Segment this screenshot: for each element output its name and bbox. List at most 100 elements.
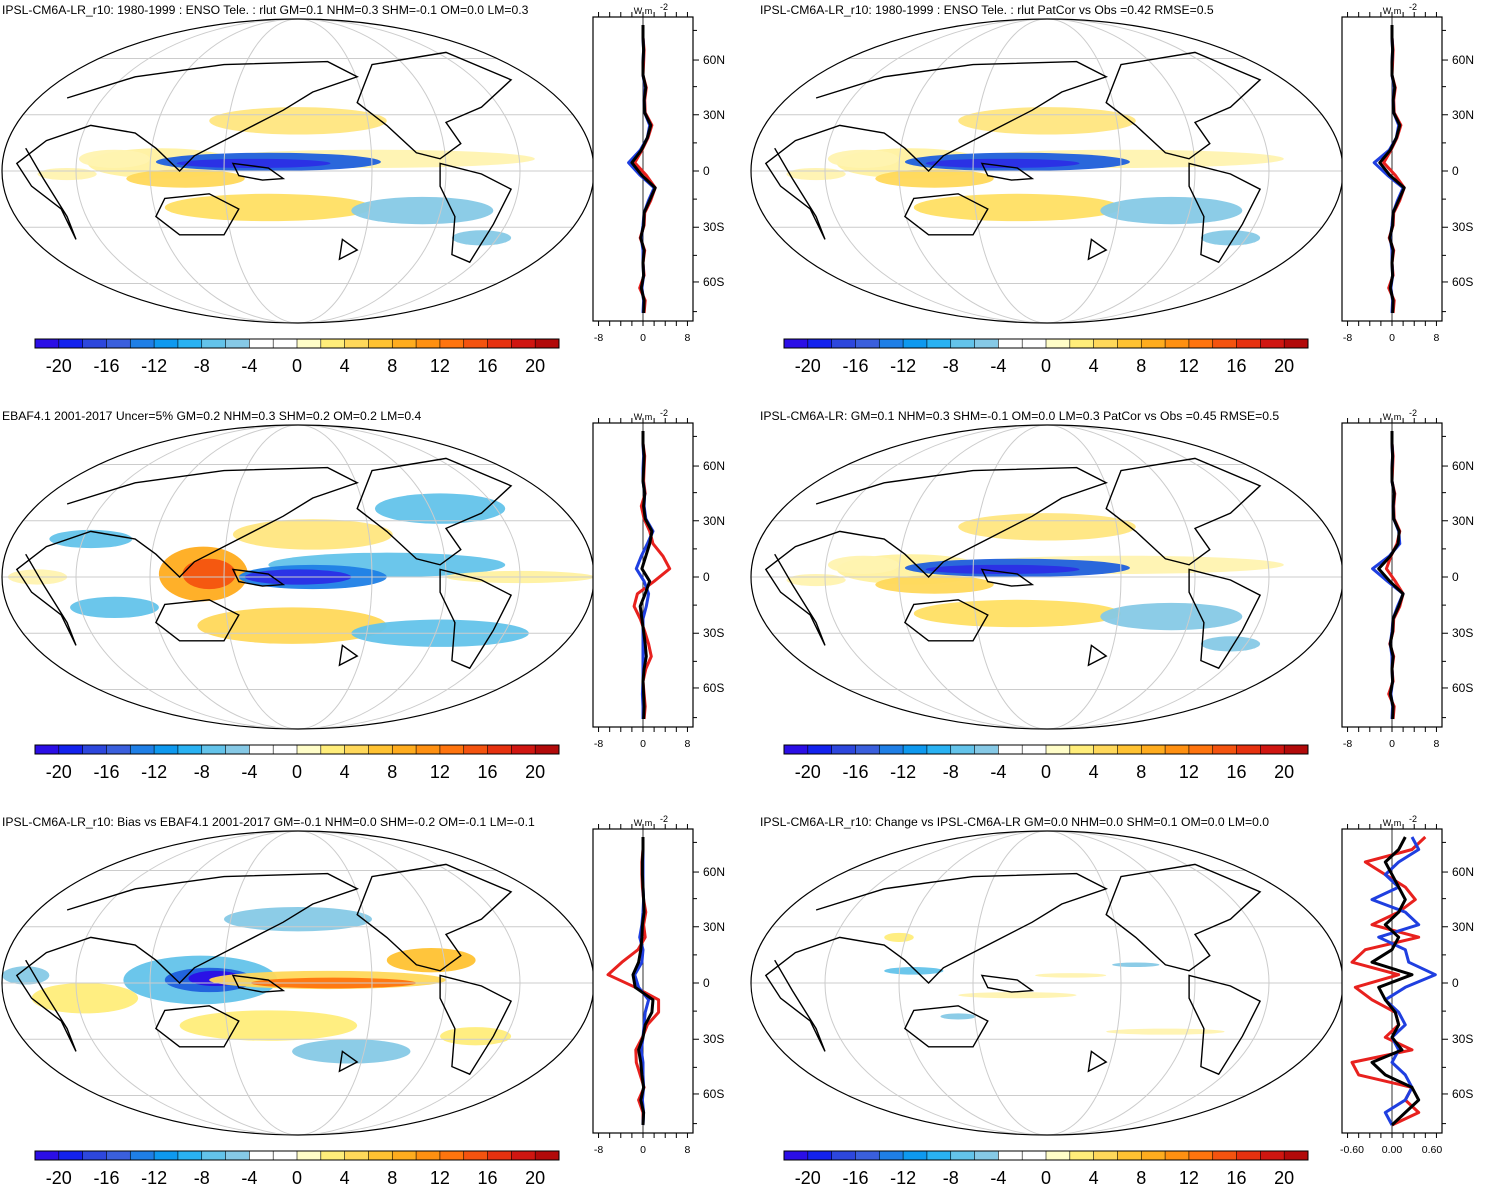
colorbar-swatch [974,339,999,348]
colorbar-label: 16 [1227,1168,1247,1186]
colorbar-label: 0 [1041,356,1051,376]
anomaly-blob [386,948,476,973]
anomaly-blob [31,983,139,1014]
colorbar-swatch [998,1151,1023,1160]
colorbar-swatch [297,1151,322,1160]
anomaly-blob [1035,973,1107,978]
colorbar-swatch [1117,339,1142,348]
colorbar-label: -4 [241,762,257,782]
zonal-lat-label: 30N [1452,514,1474,528]
zonal-mean-plot: -0.60 0.00 0.60 W m -2 60N 30N 0 30S 60S [1340,814,1474,1156]
colorbar: -20 -16 -12 -8 -4 0 4 8 12 16 20 [783,1150,1309,1186]
colorbar-label: 16 [1227,356,1247,376]
panel-change-vs-ensemble: IPSL-CM6A-LR_r10: Change vs IPSL-CM6A-LR… [750,814,1474,1186]
colorbar-swatch [58,339,83,348]
colorbar-swatch [1022,1151,1047,1160]
colorbar-swatch [201,745,226,754]
colorbar-label: -20 [46,762,72,782]
colorbar-swatch [35,1151,60,1160]
colorbar-swatch [784,1151,809,1160]
colorbar-swatch [1212,745,1237,754]
colorbar-label: 16 [478,1168,498,1186]
colorbar-swatch [1141,339,1166,348]
colorbar-swatch [950,745,975,754]
zonal-lat-label: 60N [703,53,725,67]
zonal-unit: W m [1383,412,1402,422]
zonal-mean-line [638,431,654,720]
colorbar-swatch [273,339,298,348]
colorbar-swatch [903,1151,928,1160]
colorbar-swatch [784,339,809,348]
colorbar-swatch [368,339,393,348]
zonal-unit: W m [634,412,653,422]
zonal-lat-label: 0 [703,164,710,178]
colorbar-label: 12 [430,762,450,782]
anomaly-blob [875,575,994,594]
zonal-lat-label: 30S [703,220,724,234]
zonal-x-tick-label: -8 [1343,332,1352,344]
colorbar-swatch [249,339,274,348]
anomaly-blob [49,529,133,549]
colorbar-swatch [1069,339,1094,348]
colorbar-label: -20 [46,1168,72,1186]
colorbar-label: 8 [387,1168,397,1186]
colorbar-label: 4 [340,1168,350,1186]
anomaly-field [2,907,512,1064]
colorbar-label: -8 [943,356,959,376]
panel-title: EBAF4.1 2001-2017 Uncer=5% GM=0.2 NHM=0.… [2,409,422,423]
coastlines [15,457,513,670]
colorbar-swatch [855,1151,880,1160]
colorbar-swatch [1022,745,1047,754]
zonal-mean-line [631,837,655,1126]
zonal-x-tick-label: 0 [1389,738,1395,750]
colorbar-label: 8 [387,356,397,376]
colorbar-label: 20 [525,356,545,376]
colorbar-label: 20 [1274,1168,1294,1186]
colorbar-swatch [201,339,226,348]
colorbar-label: -8 [194,1168,210,1186]
colorbar-swatch [855,745,880,754]
colorbar-swatch [831,1151,856,1160]
colorbar-label: 0 [292,1168,302,1186]
colorbar-swatch [1117,745,1142,754]
colorbar-label: 0 [1041,1168,1051,1186]
zonal-lat-label: 30N [1452,108,1474,122]
zonal-unit: W m [634,818,653,828]
colorbar-label: 8 [1136,1168,1146,1186]
colorbar-label: -4 [241,1168,257,1186]
colorbar-swatch [416,745,441,754]
zonal-lat-label: 60S [703,275,724,289]
colorbar-label: 12 [1179,762,1199,782]
panel-title: IPSL-CM6A-LR_r10: Bias vs EBAF4.1 2001-2… [2,815,535,829]
colorbar-label: 20 [525,762,545,782]
zonal-mean-line [1350,835,1427,1127]
colorbar-label: -12 [890,762,916,782]
colorbar-label: -4 [241,356,257,376]
colorbar-label: 16 [478,356,498,376]
map [1,830,595,1136]
anomaly-blob [913,193,1121,222]
colorbar-swatch [1236,1151,1261,1160]
colorbar-label: 0 [292,762,302,782]
zonal-lat-label: 30S [1452,1032,1473,1046]
coastlines [764,863,1262,1076]
colorbar-swatch [487,339,512,348]
graticule [751,425,1343,729]
colorbar-swatch [1165,1151,1190,1160]
colorbar-label: -4 [990,1168,1006,1186]
zonal-unit-exponent: -2 [660,408,668,418]
colorbar-swatch [463,1151,488,1160]
panel-title: IPSL-CM6A-LR_r10: 1980-1999 : ENSO Tele.… [760,3,1214,17]
colorbar-label: -8 [194,762,210,782]
colorbar-swatch [249,745,274,754]
zonal-mean-plot: -8 0 8 W m -2 60N 30N 0 30S 60S [1341,2,1474,344]
colorbar-swatch [1165,339,1190,348]
zonal-lat-label: 60S [1452,275,1473,289]
anomaly-blob [1100,602,1243,631]
colorbar-label: 0 [292,356,302,376]
zonal-lat-label: 0 [703,570,710,584]
colorbar-swatch [511,745,536,754]
colorbar-swatch [320,339,345,348]
colorbar-label: -16 [93,356,119,376]
colorbar-swatch [416,339,441,348]
